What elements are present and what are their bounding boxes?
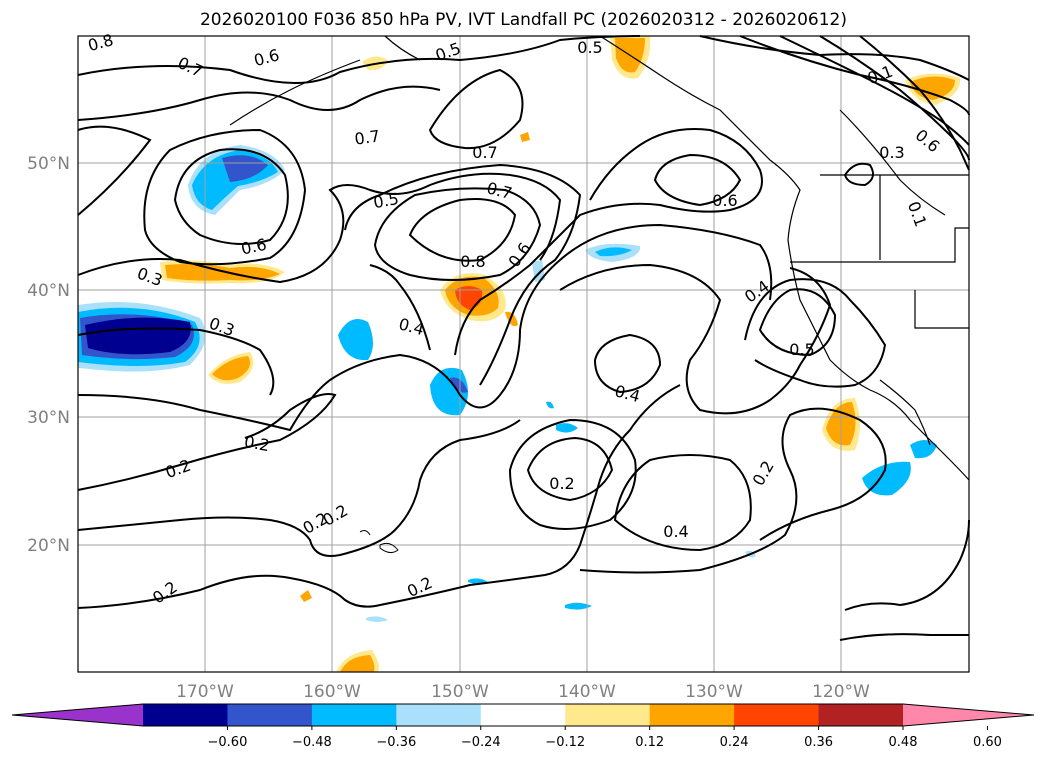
lon-tick-label: 160°W (303, 682, 361, 702)
colorbar-tick-label: −0.60 (208, 735, 248, 750)
colorbar-tick-label: −0.24 (461, 735, 501, 750)
lon-tick-label: 150°W (431, 682, 489, 702)
colorbar-bin (565, 704, 650, 726)
colorbar-bin (650, 704, 735, 726)
lat-tick-label: 50°N (27, 154, 70, 174)
lon-tick-label: 170°W (176, 682, 234, 702)
colorbar: −0.60 −0.48 −0.36 −0.24 −0.12 0.12 0.24 0.36 0.4… (12, 704, 1034, 750)
contour-label: 0.5 (577, 38, 602, 57)
colorbar-bin (312, 704, 397, 726)
contour-label: 0.8 (460, 252, 485, 271)
colorbar-tick-label: 0.12 (635, 735, 664, 750)
map-figure: 0.8 0.6 0.7 0.5 0.5 0.7 0.7 0.5 0.7 0.6 … (0, 0, 1047, 765)
map-panel (78, 36, 969, 672)
colorbar-bin (396, 704, 481, 726)
contour-label: 0.3 (879, 143, 904, 162)
colorbar-bin (143, 704, 228, 726)
lat-tick-label: 30°N (27, 408, 70, 428)
colorbar-tick-label: −0.36 (376, 735, 416, 750)
lon-tick-label: 130°W (685, 682, 743, 702)
colorbar-tick-label: −0.48 (292, 735, 332, 750)
lon-tick-labels: 170°W 160°W 150°W 140°W 130°W 120°W (176, 682, 870, 702)
contour-label: 0.7 (472, 143, 497, 162)
contour-label: 0.7 (353, 126, 381, 148)
lat-tick-label: 20°N (27, 536, 70, 556)
colorbar-tick-label: −0.12 (545, 735, 585, 750)
colorbar-tick-label: 0.36 (804, 735, 833, 750)
colorbar-tick-label: 0.48 (889, 735, 918, 750)
colorbar-bin (481, 704, 566, 726)
colorbar-tick-label: 0.24 (720, 735, 749, 750)
colorbar-tick-label: 0.60 (973, 735, 1002, 750)
contour-label: 0.4 (663, 522, 688, 541)
contour-label: 0.5 (789, 340, 814, 359)
colorbar-bin (227, 704, 312, 726)
colorbar-extend-high (903, 704, 1034, 726)
lat-tick-label: 40°N (27, 281, 70, 301)
lat-tick-labels: 50°N 40°N 30°N 20°N (27, 154, 70, 556)
contour-label: 0.6 (712, 191, 737, 210)
colorbar-bin (819, 704, 904, 726)
lon-tick-label: 140°W (558, 682, 616, 702)
lon-tick-label: 120°W (812, 682, 870, 702)
colorbar-bin (734, 704, 819, 726)
colorbar-extend-low (12, 704, 143, 726)
contour-label: 0.2 (549, 474, 574, 493)
